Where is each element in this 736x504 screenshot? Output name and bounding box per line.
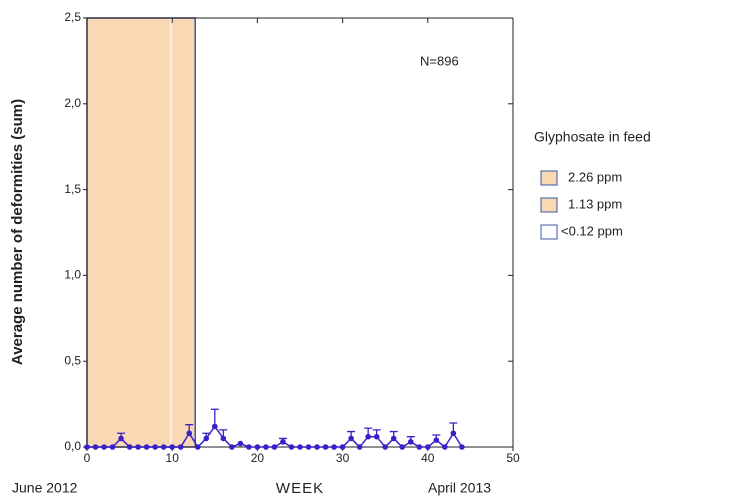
y-tick-label: 1,5 — [64, 182, 81, 196]
data-point — [271, 444, 278, 450]
data-point — [459, 444, 465, 450]
data-point — [220, 435, 227, 442]
data-point — [203, 435, 210, 442]
data-point — [288, 444, 295, 450]
x-tick-label: 10 — [166, 451, 180, 465]
x-tick-label: 40 — [421, 451, 435, 465]
legend-swatch — [540, 224, 558, 240]
data-point — [399, 444, 406, 450]
data-point — [382, 444, 389, 450]
data-point — [263, 444, 269, 450]
y-tick-label: 1,0 — [64, 268, 81, 282]
y-tick-label: 2,5 — [64, 10, 81, 24]
data-point — [186, 430, 193, 437]
x-tick-label: 20 — [251, 451, 265, 465]
data-point — [152, 444, 158, 450]
data-point — [254, 444, 261, 450]
data-point — [84, 444, 90, 450]
data-point — [356, 444, 363, 450]
data-point — [135, 444, 141, 450]
data-point — [126, 444, 133, 450]
legend-title: Glyphosate in feed — [534, 129, 651, 145]
data-point — [322, 444, 329, 450]
data-point — [143, 444, 150, 450]
x-start-label: June 2012 — [12, 480, 78, 496]
data-point — [331, 444, 337, 450]
legend-swatch — [540, 170, 558, 186]
annotation: N=896 — [420, 53, 459, 68]
region — [86, 17, 171, 448]
data-point — [348, 435, 354, 442]
data-point — [365, 433, 371, 440]
data-point — [425, 444, 431, 450]
y-axis-label: Average number of deformities (sum) — [9, 99, 26, 365]
data-point — [246, 444, 252, 450]
error-bar — [210, 408, 219, 427]
legend-label: <0.12 ppm — [561, 223, 623, 238]
data-point — [118, 435, 124, 442]
data-point — [339, 444, 346, 450]
x-axis-label: WEEK — [276, 480, 324, 497]
data-point — [109, 444, 116, 450]
legend-label: 1.13 ppm — [568, 196, 622, 211]
data-point — [169, 444, 175, 450]
data-point — [450, 430, 457, 437]
x-tick-label: 50 — [506, 451, 520, 465]
data-point — [416, 444, 423, 450]
data-point — [433, 437, 440, 443]
data-point — [177, 444, 184, 450]
data-point — [92, 444, 99, 450]
x-end-label: April 2013 — [428, 480, 491, 496]
y-tick-label: 2,0 — [64, 96, 81, 110]
legend-swatch — [540, 197, 558, 213]
data-point — [305, 444, 312, 450]
data-point — [314, 444, 320, 450]
data-point — [237, 440, 244, 447]
data-point — [194, 444, 201, 450]
y-tick-label: 0,0 — [64, 439, 81, 453]
data-point — [297, 444, 303, 450]
legend-label: 2.26 ppm — [568, 169, 622, 184]
region — [171, 17, 196, 448]
data-point — [373, 433, 380, 440]
y-tick-label: 0,5 — [64, 353, 81, 367]
data-point — [160, 444, 167, 450]
data-point — [280, 439, 286, 445]
data-point — [390, 435, 397, 442]
data-point — [212, 423, 218, 430]
x-tick-label: 30 — [336, 451, 350, 465]
data-point — [101, 444, 107, 450]
x-tick-label: 0 — [84, 451, 91, 465]
data-point — [442, 444, 448, 450]
data-point — [229, 444, 235, 450]
data-point — [407, 439, 414, 445]
